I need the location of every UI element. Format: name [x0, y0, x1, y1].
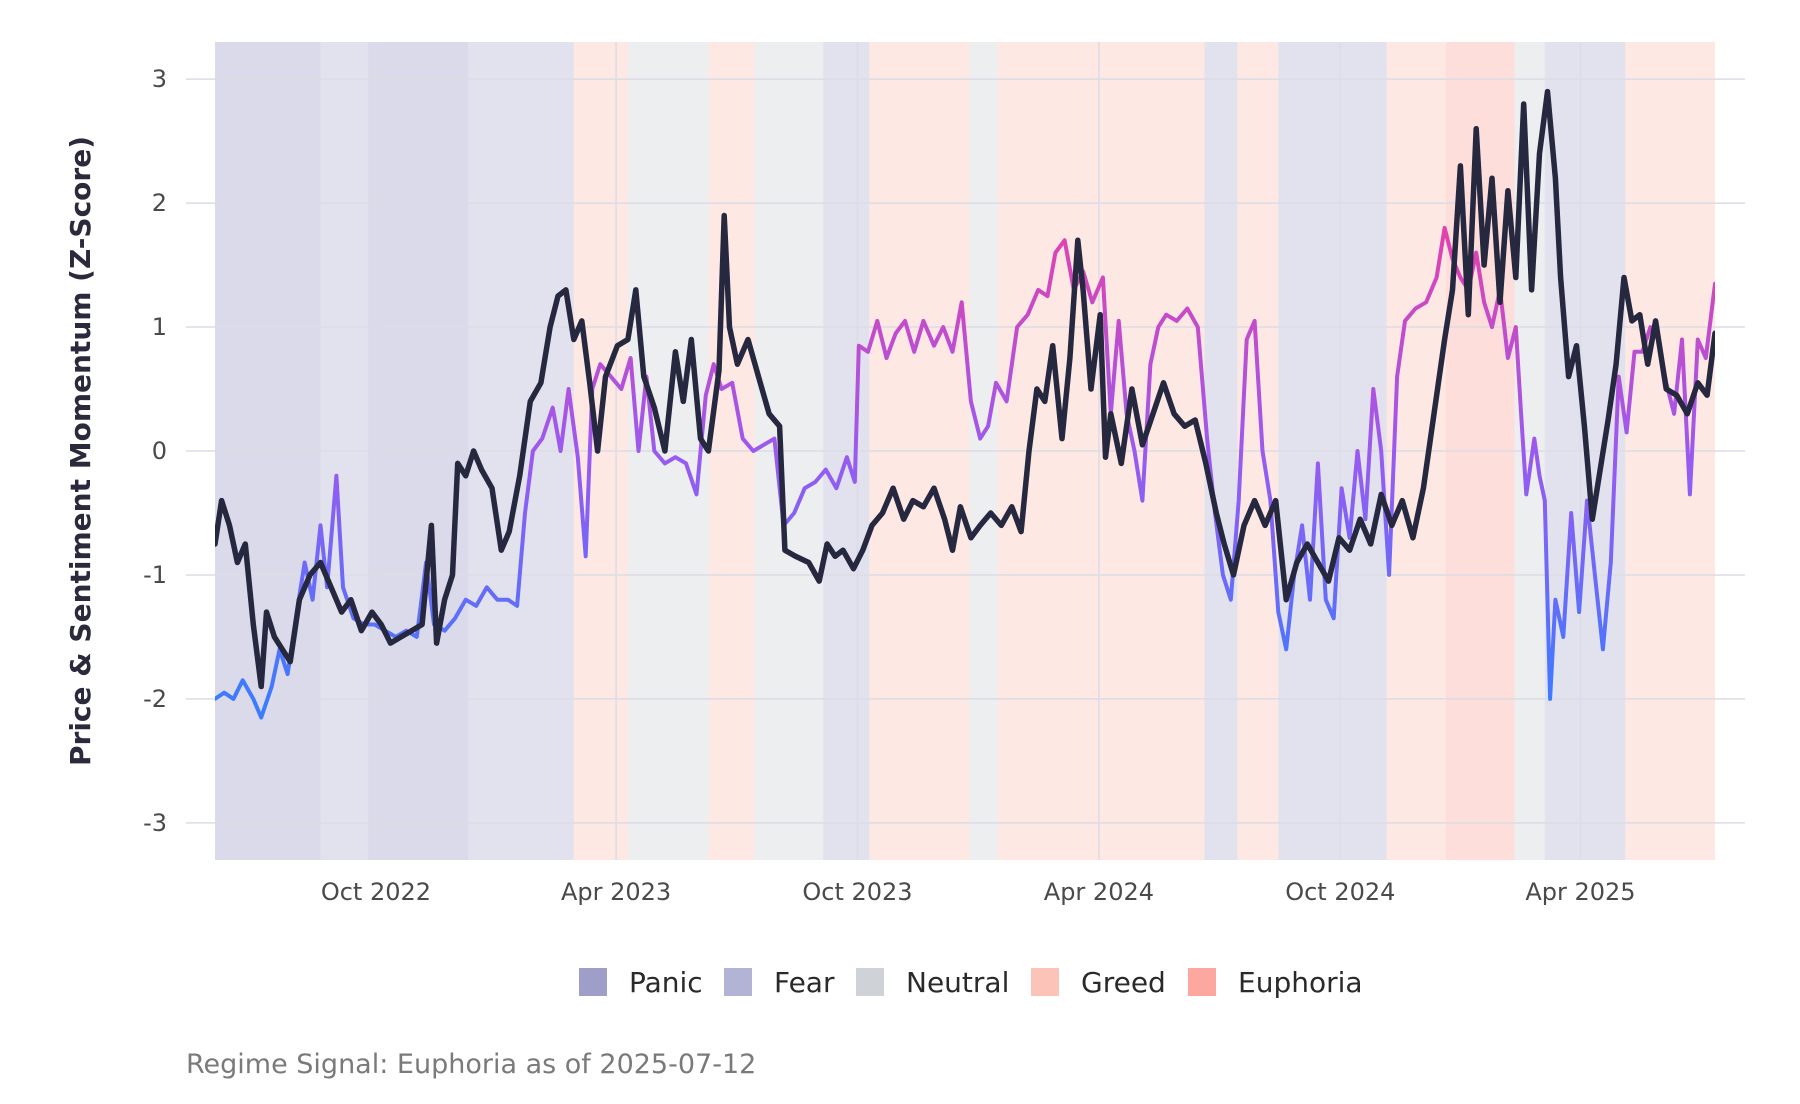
series-lines — [215, 88, 1715, 720]
x-tick-label: Oct 2022 — [321, 878, 431, 906]
x-tick-label: Oct 2024 — [1285, 878, 1395, 906]
x-tick-label: Apr 2025 — [1525, 878, 1635, 906]
legend-label-neutral: Neutral — [906, 966, 1009, 999]
legend-label-euphoria: Euphoria — [1238, 966, 1363, 999]
legend-label-fear: Fear — [774, 966, 835, 999]
legend: Panic Fear Neutral Greed Euphoria — [579, 966, 1363, 999]
x-tick-label: Oct 2023 — [802, 878, 912, 906]
legend-swatch-greed — [1031, 968, 1059, 996]
legend-label-panic: Panic — [629, 966, 703, 999]
y-tick-label: 2 — [152, 189, 167, 217]
x-tick-label: Apr 2023 — [561, 878, 671, 906]
y-tick-label: 0 — [152, 437, 167, 465]
y-tick-label: -2 — [143, 685, 167, 713]
y-axis-ticks: 3 2 1 0 -1 -2 -3 — [143, 65, 167, 837]
legend-swatch-euphoria — [1188, 968, 1216, 996]
y-tick-label: -3 — [143, 809, 167, 837]
legend-label-greed: Greed — [1081, 966, 1166, 999]
y-axis-title: Price & Sentiment Momentum (Z-Score) — [64, 136, 97, 766]
regime-signal-caption: Regime Signal: Euphoria as of 2025-07-12 — [186, 1049, 756, 1080]
sentiment-momentum-line — [215, 225, 1715, 720]
x-axis-ticks: Oct 2022 Apr 2023 Oct 2023 Apr 2024 Oct 2024… — [321, 878, 1636, 906]
y-tick-label: 1 — [152, 313, 167, 341]
x-tick-label: Apr 2024 — [1044, 878, 1154, 906]
y-tick-label: -1 — [143, 561, 167, 589]
legend-swatch-neutral — [856, 968, 884, 996]
legend-swatch-fear — [724, 968, 752, 996]
price-momentum-line — [215, 88, 1715, 690]
gridlines — [186, 42, 1745, 860]
y-tick-label: 3 — [152, 65, 167, 93]
legend-swatch-panic — [579, 968, 607, 996]
